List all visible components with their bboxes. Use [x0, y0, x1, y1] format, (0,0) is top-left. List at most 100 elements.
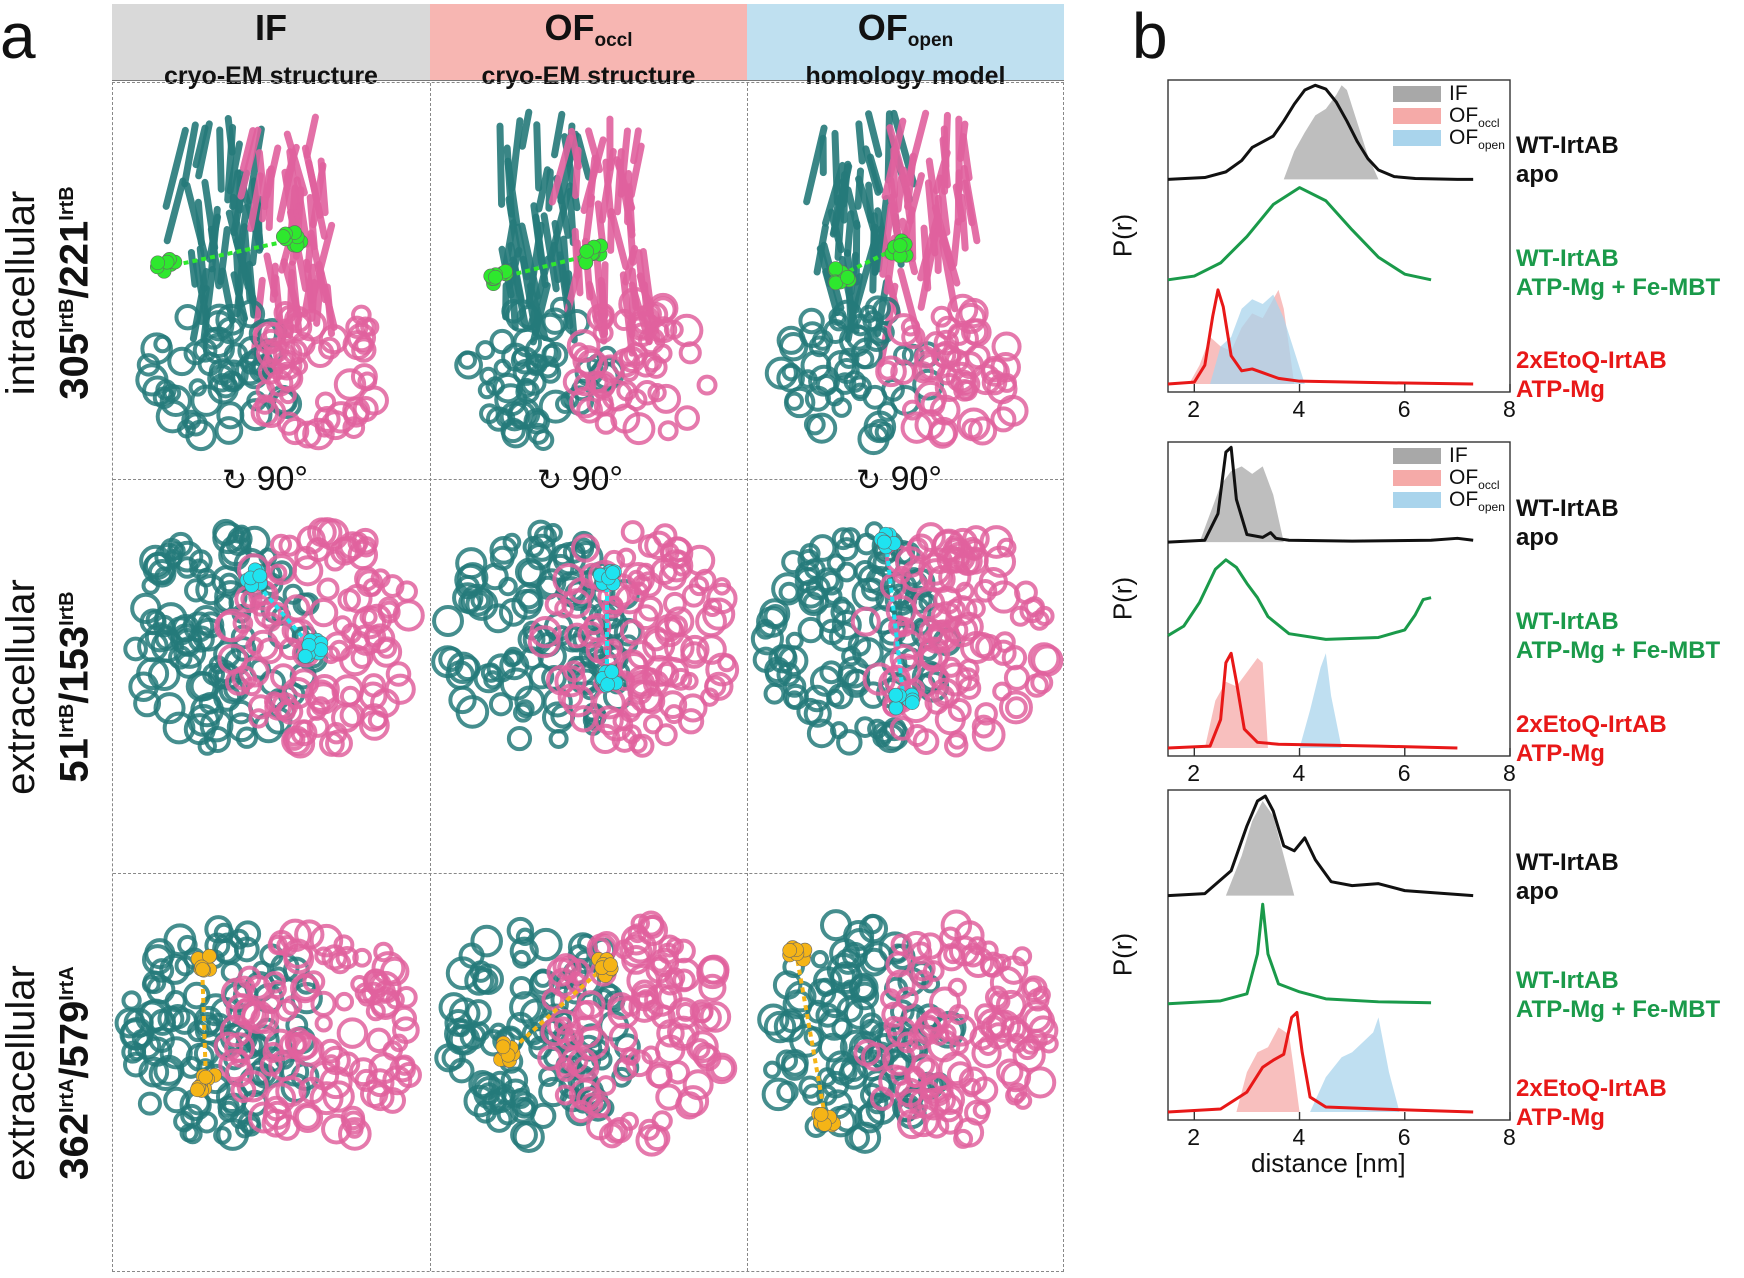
- legend-label: OF: [1449, 488, 1479, 511]
- coil-segment: [647, 1063, 673, 1089]
- coil-segment: [445, 1024, 477, 1056]
- sample-label: WT-IrtAB apo: [1516, 494, 1619, 552]
- coil-segment: [941, 537, 974, 569]
- series-line: [1167, 445, 1474, 544]
- coil-segment: [929, 1026, 950, 1046]
- coil-segment: [947, 977, 967, 997]
- coil-segment: [454, 350, 483, 380]
- spin-label-marker: [813, 1107, 829, 1122]
- spin-label-marker: [904, 695, 920, 710]
- spin-label-marker: [190, 1082, 205, 1098]
- coil-segment: [783, 386, 816, 419]
- helix-segment: [239, 127, 257, 172]
- helix-segment: [941, 111, 951, 195]
- helix-segment: [831, 129, 841, 206]
- coil-segment: [596, 354, 625, 383]
- coil-segment: [586, 303, 615, 332]
- coil-segment: [517, 559, 547, 589]
- legend-entry: IF: [1393, 82, 1468, 108]
- residue-1: 51: [52, 738, 97, 783]
- coil-segment: [382, 1065, 413, 1096]
- coil-segment: [277, 698, 304, 725]
- sample-label: WT-IrtAB ATP-Mg + Fe-MBT: [1516, 607, 1720, 665]
- coil-segment: [224, 1032, 256, 1064]
- coil-segment: [512, 1120, 545, 1153]
- x-tick-label: 4: [1292, 760, 1306, 786]
- coil-segment: [509, 936, 539, 966]
- coil-segment: [973, 578, 998, 603]
- coil-segment: [290, 719, 318, 747]
- column-subtitle: homology model: [805, 62, 1006, 90]
- coil-segment: [933, 585, 962, 615]
- x-tick-label: 8: [1503, 1124, 1516, 1150]
- coil-segment: [699, 954, 730, 985]
- coil-segment: [953, 1117, 985, 1148]
- coil-segment: [224, 668, 253, 696]
- coil-segment: [910, 955, 936, 982]
- helix-segment: [803, 124, 828, 206]
- coil-segment: [318, 324, 349, 355]
- rotation-indicator-3: ↻ 90°: [856, 460, 942, 499]
- coil-segment: [141, 975, 161, 994]
- legend-entry: OFoccl: [1393, 466, 1500, 492]
- distance-line: [840, 245, 900, 277]
- row-region: extracellular: [0, 579, 43, 795]
- coil-segment: [197, 611, 225, 639]
- residue-1: 305: [52, 333, 97, 400]
- helix-segment: [881, 117, 907, 201]
- coil-segment: [313, 405, 341, 433]
- residue-2-chain: IrtB: [56, 591, 78, 626]
- coil-segment: [819, 570, 844, 596]
- coil-segment: [699, 1001, 732, 1033]
- coil-segment: [869, 325, 891, 346]
- sample-name: WT-IrtAB: [1516, 495, 1619, 523]
- coil-segment: [342, 396, 371, 425]
- coil-segment: [698, 973, 727, 1002]
- sample-condition: ATP-Mg + Fe-MBT: [1516, 995, 1721, 1023]
- coil-segment: [848, 375, 872, 399]
- legend-swatch: [1393, 130, 1441, 147]
- coil-segment: [526, 353, 547, 374]
- coil-segment: [235, 726, 259, 749]
- coil-segment: [284, 1026, 312, 1054]
- coil-segment: [657, 942, 680, 965]
- coil-segment: [948, 1004, 970, 1025]
- coil-segment: [318, 336, 341, 360]
- coil-segment: [778, 332, 809, 362]
- distance-line: [794, 951, 828, 1123]
- spin-label-marker: [252, 568, 268, 584]
- coil-segment: [572, 1055, 600, 1082]
- coil-segment: [926, 619, 961, 654]
- coil-segment: [1032, 985, 1051, 1004]
- coil-segment: [796, 697, 824, 725]
- reference-fill-if: [1225, 801, 1295, 896]
- coil-segment: [475, 340, 496, 361]
- helix-segment: [265, 165, 275, 231]
- legend-entry: OFopen: [1393, 488, 1505, 514]
- coil-segment: [828, 307, 847, 326]
- helix-segment: [245, 260, 258, 319]
- series-line: [1167, 288, 1474, 386]
- coil-segment: [841, 645, 862, 667]
- coil-segment: [635, 571, 663, 598]
- coil-segment: [322, 1080, 355, 1113]
- coil-segment: [193, 1005, 224, 1036]
- coil-segment: [455, 547, 488, 580]
- coil-segment: [379, 1087, 407, 1114]
- row-residues: 305IrtB/221IrtB: [44, 118, 97, 468]
- top-view-structure: [757, 909, 1059, 1154]
- spin-label-marker: [840, 270, 855, 285]
- spin-label-marker: [297, 649, 313, 664]
- coil-segment: [309, 1060, 340, 1091]
- helix-segment: [301, 144, 324, 219]
- helix-segment: [195, 120, 213, 180]
- coil-segment: [594, 705, 624, 736]
- coil-segment: [626, 963, 661, 998]
- coil-segment: [825, 349, 857, 381]
- panel-b-letter: b: [1132, 0, 1168, 72]
- coil-segment: [354, 1068, 378, 1093]
- grid-divider: [113, 873, 1063, 874]
- coil-segment: [1022, 1005, 1056, 1038]
- legend-label-sub: open: [1478, 138, 1505, 153]
- coil-segment: [877, 360, 898, 381]
